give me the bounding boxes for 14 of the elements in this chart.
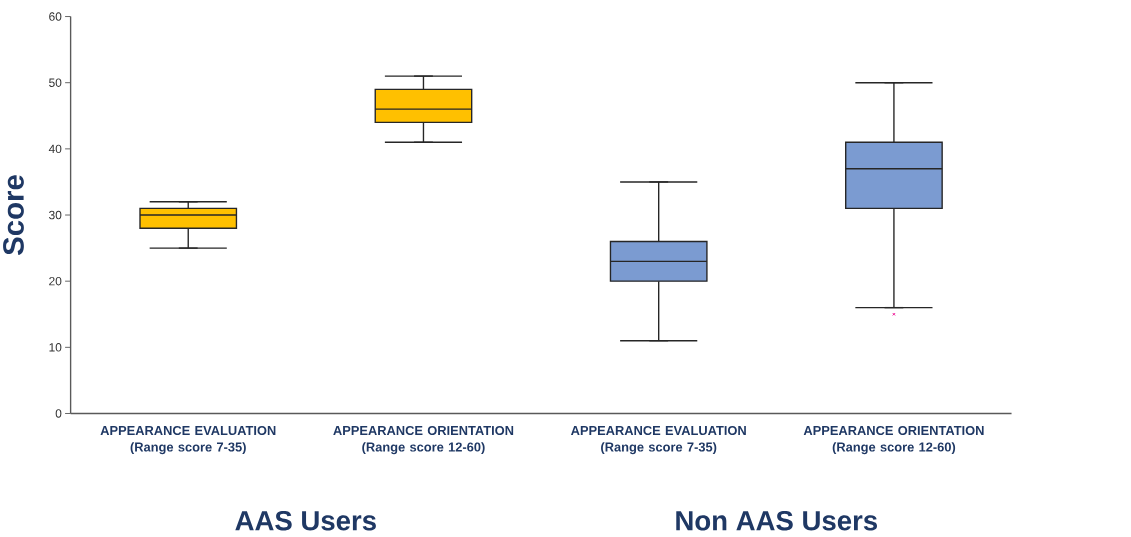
x-tick-label: APPEARANCE EVALUATION (Range score 7-35) [570, 426, 746, 455]
y-tick-label: 20 [49, 277, 62, 286]
y-tick-label: 10 [49, 343, 62, 352]
x-tick-label: APPEARANCE ORIENTATION (Range score 12-60) [803, 426, 984, 455]
y-tick-label: 50 [49, 78, 62, 88]
x-tick-label: APPEARANCE EVALUATION (Range score 7-35) [100, 426, 276, 455]
text: Non AAS Users [676, 511, 877, 531]
y-tick-label: 30 [49, 210, 62, 220]
text: AAS Users [235, 511, 376, 531]
y-tick-label: 60 [49, 12, 62, 21]
y-tick-label: 40 [48, 144, 62, 154]
x-tick-label: APPEARANCE ORIENTATION (Range score 12-60) [333, 426, 514, 455]
y-axis-title: Score [3, 175, 24, 256]
y-tick-label: 0 [55, 409, 62, 418]
